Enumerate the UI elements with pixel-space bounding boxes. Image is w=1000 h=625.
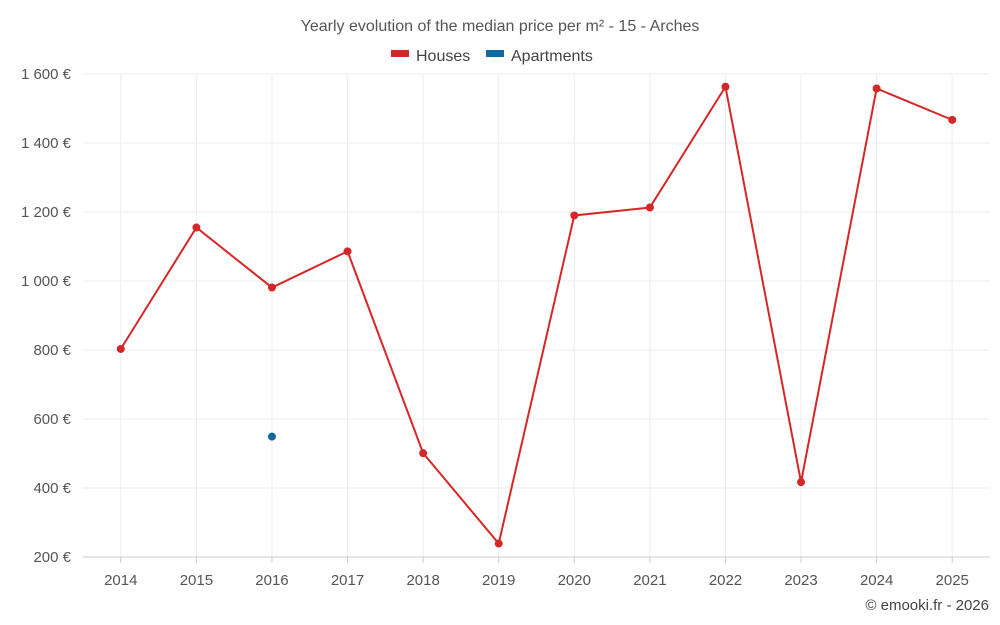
legend-label[interactable]: Apartments <box>511 48 593 65</box>
data-point[interactable] <box>343 247 352 256</box>
x-tick-label: 2017 <box>331 572 364 589</box>
grid <box>83 73 990 557</box>
x-tick-label: 2015 <box>180 572 213 589</box>
x-tick-label: 2016 <box>255 572 288 589</box>
legend-swatch <box>486 50 504 57</box>
x-tick-label: 2020 <box>558 572 591 589</box>
series-houses <box>116 82 957 548</box>
data-point[interactable] <box>872 84 881 93</box>
x-tick-label: 2025 <box>936 572 969 589</box>
x-tick-label: 2021 <box>633 572 666 589</box>
x-tick-label: 2022 <box>709 572 742 589</box>
series-apartments <box>267 432 276 441</box>
x-tick-label: 2018 <box>406 572 439 589</box>
data-point[interactable] <box>494 539 503 548</box>
y-tick-label: 400 € <box>33 480 71 497</box>
credit-text: © emooki.fr - 2026 <box>865 597 989 614</box>
y-tick-label: 1 000 € <box>21 273 72 290</box>
plot-area <box>116 82 957 548</box>
y-tick-label: 600 € <box>33 411 71 428</box>
y-tick-label: 200 € <box>33 549 71 566</box>
x-tick-label: 2023 <box>784 572 817 589</box>
data-point[interactable] <box>797 478 806 487</box>
data-point[interactable] <box>645 203 654 212</box>
data-point[interactable] <box>267 283 276 292</box>
legend-label[interactable]: Houses <box>416 48 470 65</box>
data-point[interactable] <box>721 82 730 91</box>
x-tick-label: 2024 <box>860 572 893 589</box>
data-point[interactable] <box>116 344 125 353</box>
data-point[interactable] <box>948 115 957 124</box>
y-tick-label: 800 € <box>33 342 71 359</box>
x-axis: 2014 2015 2016 2017 2018 2019 2020 2021 2022 2023… <box>83 556 990 589</box>
legend: Houses Apartments <box>391 48 593 65</box>
y-tick-label: 1 600 € <box>21 66 72 83</box>
y-tick-label: 1 200 € <box>21 204 72 221</box>
x-tick-label: 2019 <box>482 572 515 589</box>
chart-title: Yearly evolution of the median price per… <box>301 18 700 35</box>
data-point[interactable] <box>267 432 276 441</box>
x-tick-label: 2014 <box>104 572 137 589</box>
y-axis: 200 € 400 € 600 € 800 € 1 000 € 1 200 € 1 400 … <box>21 66 72 566</box>
data-point[interactable] <box>192 223 201 232</box>
series-line <box>119 84 953 546</box>
y-tick-label: 1 400 € <box>21 135 72 152</box>
data-point[interactable] <box>419 449 428 458</box>
legend-swatch <box>391 50 409 57</box>
data-point[interactable] <box>570 211 579 220</box>
